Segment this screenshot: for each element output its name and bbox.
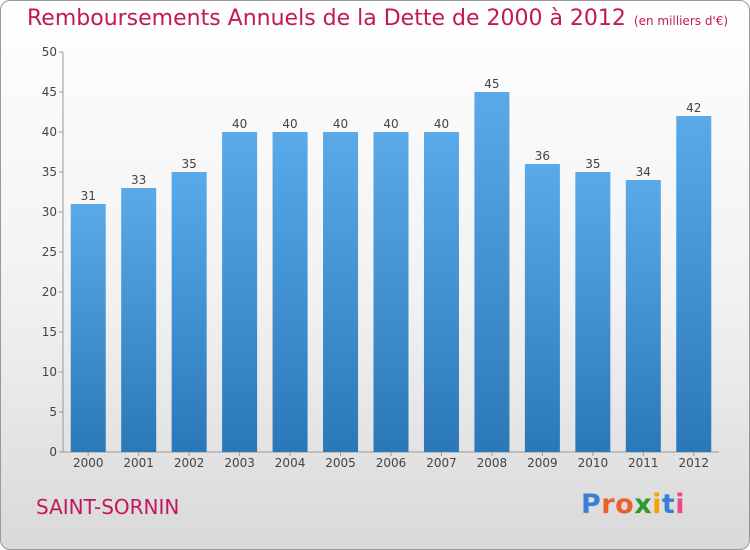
- bar: [524, 164, 560, 452]
- logo-letter: i: [675, 489, 686, 520]
- bar: [171, 172, 207, 452]
- bar-value-label: 33: [131, 173, 146, 187]
- x-tick-label: 2006: [376, 456, 407, 470]
- x-tick-label: 2009: [527, 456, 558, 470]
- bar-value-label: 34: [636, 165, 651, 179]
- chart-title: Remboursements Annuels de la Dette de 20…: [27, 6, 728, 31]
- bar-value-label: 40: [434, 117, 449, 131]
- x-tick-label: 2005: [325, 456, 356, 470]
- x-tick-label: 2003: [224, 456, 255, 470]
- bar-value-label: 45: [484, 77, 499, 91]
- x-tick-label: 2002: [174, 456, 205, 470]
- bar: [121, 188, 157, 452]
- bar: [676, 116, 712, 452]
- x-tick-label: 2010: [578, 456, 609, 470]
- commune-name: SAINT-SORNIN: [36, 495, 180, 519]
- bar-value-label: 35: [182, 157, 197, 171]
- bar-value-label: 31: [81, 189, 96, 203]
- bar: [625, 180, 661, 452]
- bar-value-label: 35: [585, 157, 600, 171]
- y-tick-label: 10: [42, 365, 57, 379]
- y-tick-label: 45: [42, 85, 57, 99]
- x-tick-label: 2008: [477, 456, 508, 470]
- logo-letter: o: [615, 489, 635, 520]
- x-tick-label: 2004: [275, 456, 306, 470]
- bar: [70, 204, 106, 452]
- y-tick-label: 25: [42, 245, 57, 259]
- bar: [222, 132, 258, 452]
- bar: [373, 132, 409, 452]
- bar-value-label: 40: [333, 117, 348, 131]
- logo-letter: r: [601, 489, 616, 520]
- bar: [272, 132, 308, 452]
- x-tick-label: 2007: [426, 456, 457, 470]
- y-tick-label: 15: [42, 325, 57, 339]
- bar-value-label: 36: [535, 149, 550, 163]
- y-tick-label: 40: [42, 125, 57, 139]
- y-tick-label: 30: [42, 205, 57, 219]
- logo-letter: x: [634, 489, 653, 520]
- bar-value-label: 40: [232, 117, 247, 131]
- x-tick-label: 2012: [678, 456, 709, 470]
- bar: [423, 132, 459, 452]
- y-tick-label: 50: [42, 45, 57, 59]
- title-main: Remboursements Annuels de la Dette de 20…: [27, 6, 626, 31]
- bar: [575, 172, 611, 452]
- bar-value-label: 40: [383, 117, 398, 131]
- y-tick-label: 0: [49, 445, 57, 459]
- y-tick-label: 5: [49, 405, 57, 419]
- logo-letter: t: [661, 489, 676, 520]
- bar: [474, 92, 510, 452]
- proxiti-logo: Proxiti: [581, 489, 685, 520]
- x-tick-label: 2011: [628, 456, 659, 470]
- x-tick-label: 2000: [73, 456, 104, 470]
- bar-value-label: 42: [686, 101, 701, 115]
- y-tick-label: 20: [42, 285, 57, 299]
- logo-letter: i: [652, 489, 662, 520]
- x-tick-label: 2001: [123, 456, 154, 470]
- bar: [323, 132, 359, 452]
- y-tick-label: 35: [42, 165, 57, 179]
- title-unit: (en milliers d'€): [633, 14, 729, 28]
- bar-value-label: 40: [282, 117, 297, 131]
- logo-letter: P: [581, 489, 602, 520]
